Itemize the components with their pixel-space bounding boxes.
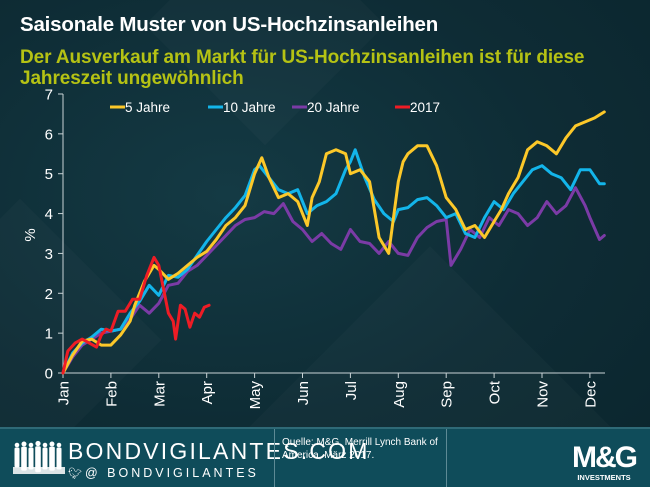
y-tick-label: 5 [45,166,53,183]
x-tick-label: Jan [56,381,73,405]
bondvigilantes-link[interactable]: BONDVIGILANTES.COM [68,438,370,464]
series-line-10-jahre [61,148,606,375]
series-line-2017 [61,255,211,375]
x-tick-label: Mar [151,381,168,407]
y-tick-label: 3 [45,246,53,263]
footer-divider [446,429,447,487]
x-tick-label: Jun [295,381,312,405]
legend-label: 2017 [410,100,440,115]
source-note: Quelle: M&G, Merrill Lynch Bank of Ameri… [282,437,438,461]
twitter-bird-icon: 🐦︎ [68,468,85,480]
footer-divider [274,429,275,487]
x-tick-label: Aug [391,381,408,408]
x-tick-label: Jul [343,381,360,400]
y-axis-label: % [22,228,39,241]
x-tick-label: Apr [199,381,216,404]
legend-label: 20 Jahre [307,100,360,115]
series-line-20-jahre [61,186,606,375]
x-tick-label: Dec [582,381,599,408]
y-tick-label: 1 [45,326,53,343]
line-chart: 0 1 2 3 4 5 6 7% Jan Feb Mar Apr May Jun Jul Aug Sep Oct N… [22,87,606,410]
x-tick-label: May [247,381,264,410]
legend-label: 5 Jahre [125,100,170,115]
y-tick-label: 7 [45,87,53,104]
logo-main-text: M&G [572,441,637,474]
series-line-5-jahre [61,110,606,375]
legend-label: 10 Jahre [223,100,276,115]
people-silhouette-icon [13,440,65,474]
twitter-handle[interactable]: 🐦︎@ BONDVIGILANTES [68,466,259,480]
x-tick-label: Sep [439,381,456,408]
logo-sub-text: INVESTMENTS [577,473,630,482]
y-tick-label: 0 [45,366,53,383]
chart-title: Saisonale Muster von US-Hochzinsanleihen [20,13,439,36]
chart-subtitle: Der Ausverkauf am Markt für US-Hochzinsa… [20,47,585,89]
y-tick-label: 6 [45,126,53,143]
footer: BONDVIGILANTES.COM 🐦︎@ BONDVIGILANTES Qu… [0,427,650,487]
x-tick-label: Oct [487,380,504,404]
y-tick-label: 4 [45,206,53,223]
x-tick-label: Feb [103,381,120,407]
twitter-handle-text: @ BONDVIGILANTES [84,466,259,480]
mg-investments-logo: M&G INVESTMENTS [572,441,639,482]
y-tick-label: 2 [45,286,53,303]
x-tick-label: Nov [535,381,552,408]
